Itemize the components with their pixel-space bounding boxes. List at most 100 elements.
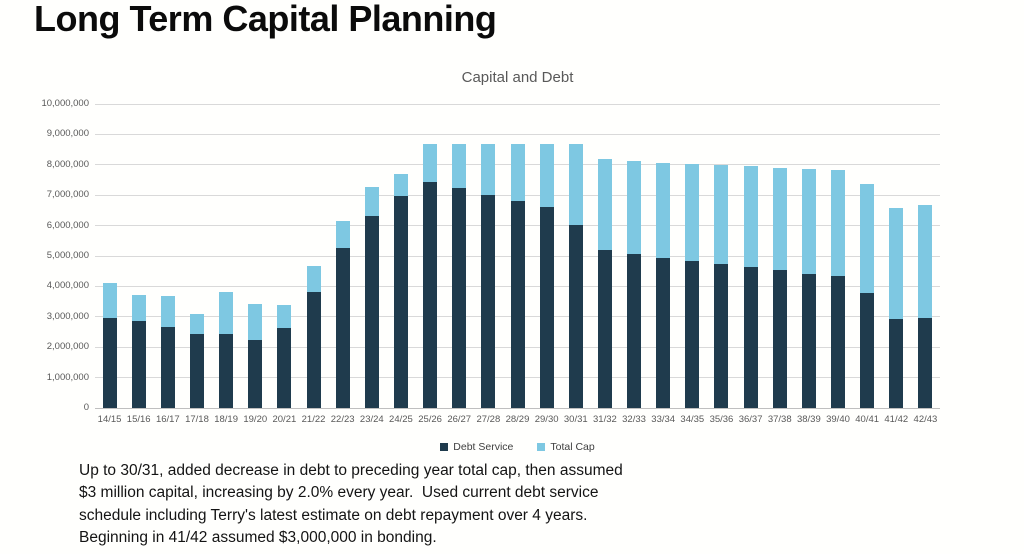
bar-segment-debt-service	[481, 195, 496, 408]
bar-segment-total-cap	[860, 183, 875, 293]
bar-segment-debt-service	[248, 339, 263, 408]
x-axis-tick-label: 26/27	[447, 414, 472, 425]
x-axis-tick-label: 20/21	[272, 414, 297, 425]
y-axis-labels: 0 1,000,000 2,000,000 3,000,000 4,000,000 5,0…	[0, 98, 89, 413]
y-axis-tick-label: 0	[83, 402, 89, 413]
bar-18-19	[219, 104, 234, 408]
y-axis-tick-label: 9,000,000	[46, 128, 89, 140]
x-axis-tick-label: 41/42	[884, 414, 909, 425]
x-axis-tick-label: 39/40	[826, 414, 850, 425]
y-axis-tick-label: 8,000,000	[46, 158, 89, 170]
bar-segment-debt-service	[772, 270, 787, 408]
bar-40-41	[860, 104, 875, 408]
legend-item-debt-service: Debt Service	[440, 441, 513, 453]
bar-segment-total-cap	[656, 162, 671, 258]
bar-segment-debt-service	[597, 249, 612, 408]
x-axis-tick-label: 34/35	[680, 414, 705, 425]
x-axis-tick-label: 36/37	[738, 414, 763, 425]
total-cap-swatch-icon	[537, 443, 546, 451]
bar-segment-debt-service	[801, 273, 816, 408]
x-axis-tick-label: 38/39	[796, 414, 821, 425]
gridline	[95, 133, 940, 135]
y-axis-tick-label: 1,000,000	[46, 371, 89, 383]
plot-area	[95, 103, 940, 409]
bar-segment-debt-service	[743, 266, 758, 408]
bar-42-43	[918, 104, 933, 408]
bar-segment-total-cap	[510, 143, 525, 202]
legend-label-total-cap: Total Cap	[550, 441, 595, 453]
bar-25-26	[423, 104, 438, 408]
bar-segment-total-cap	[568, 143, 583, 225]
bar-segment-debt-service	[627, 253, 642, 408]
bar-segment-debt-service	[102, 318, 117, 408]
bar-segment-debt-service	[189, 333, 204, 408]
x-axis-tick-label: 16/17	[155, 414, 180, 425]
chart-title: Capital and Debt	[461, 69, 574, 86]
bar-26-27	[452, 104, 467, 408]
bar-segment-total-cap	[189, 314, 204, 334]
x-axis-labels: 14/15 15/16 16/17 17/18 18/19 19/20 20/21 21/22…	[95, 414, 940, 428]
x-axis-tick-label: 29/30	[534, 414, 559, 425]
bar-segment-debt-service	[539, 207, 554, 408]
bar-29-30	[539, 104, 554, 408]
bar-19-20	[248, 104, 263, 408]
x-axis-tick-label: 42/43	[913, 414, 938, 425]
y-axis-tick-label: 6,000,000	[46, 219, 89, 231]
bar-segment-total-cap	[160, 295, 175, 327]
bar-segment-total-cap	[685, 164, 700, 262]
bar-27-28	[481, 104, 496, 408]
bar-segment-debt-service	[452, 187, 467, 408]
x-axis-tick-label: 30/31	[563, 414, 588, 425]
bar-segment-debt-service	[306, 292, 321, 408]
bar-segment-total-cap	[801, 168, 816, 274]
x-axis-tick-label: 35/36	[709, 414, 734, 425]
x-axis-tick-label: 17/18	[185, 414, 209, 425]
bar-segment-debt-service	[277, 328, 292, 408]
bar-segment-total-cap	[918, 204, 933, 319]
footnote: Up to 30/31, added decrease in debt to p…	[79, 460, 623, 550]
bar-36-37	[743, 104, 758, 408]
bar-segment-total-cap	[393, 174, 408, 196]
gridline	[95, 103, 940, 105]
bar-30-31	[568, 104, 583, 408]
bar-segment-total-cap	[423, 143, 438, 183]
bar-35-36	[714, 104, 729, 408]
y-axis-tick-label: 4,000,000	[46, 280, 89, 292]
bar-segment-debt-service	[685, 261, 700, 408]
footnote-line: Beginning in 41/42 assumed $3,000,000 in…	[79, 529, 437, 547]
bar-segment-total-cap	[831, 169, 846, 277]
bar-24-25	[393, 104, 408, 408]
bar-38-39	[801, 104, 816, 408]
x-axis-tick-label: 37/38	[767, 414, 792, 425]
bar-segment-debt-service	[335, 247, 350, 408]
bar-segment-debt-service	[889, 318, 904, 408]
bar-15-16	[131, 104, 146, 408]
bar-segment-debt-service	[510, 201, 525, 408]
y-axis-tick-label: 3,000,000	[46, 310, 89, 322]
bar-33-34	[656, 104, 671, 408]
x-axis-tick-label: 22/23	[330, 414, 355, 425]
bar-segment-debt-service	[131, 321, 146, 408]
bar-39-40	[831, 104, 846, 408]
bar-22-23	[335, 104, 350, 408]
bar-segment-debt-service	[160, 326, 175, 408]
bar-segment-debt-service	[219, 334, 234, 408]
bar-segment-total-cap	[102, 283, 117, 319]
bar-34-35	[685, 104, 700, 408]
bar-segment-total-cap	[219, 291, 234, 335]
bar-37-38	[772, 104, 787, 408]
bar-segment-total-cap	[335, 221, 350, 248]
x-axis-tick-label: 40/41	[855, 414, 880, 425]
gridline	[95, 407, 940, 409]
bar-segment-debt-service	[423, 182, 438, 408]
bar-segment-debt-service	[860, 292, 875, 408]
x-axis-tick-label: 23/24	[359, 414, 384, 425]
debt-service-swatch-icon	[440, 443, 449, 451]
bar-segment-total-cap	[743, 165, 758, 267]
x-axis-tick-label: 15/16	[126, 414, 151, 425]
bar-14-15	[102, 104, 117, 408]
bar-20-21	[277, 104, 292, 408]
bar-segment-debt-service	[918, 318, 933, 408]
bar-21-22	[306, 104, 321, 408]
